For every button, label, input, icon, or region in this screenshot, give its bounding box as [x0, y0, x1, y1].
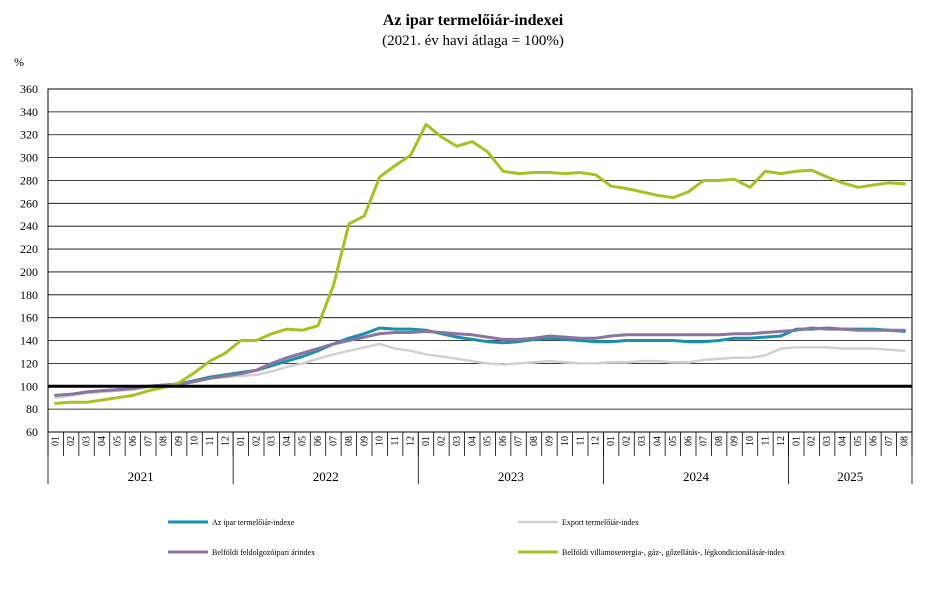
- series-line-2: [54, 342, 906, 399]
- legend-label-3: Belföldi feldolgozóipari árindex: [212, 548, 315, 557]
- x-tick-label: 12: [406, 436, 417, 446]
- y-tick-label: 260: [20, 196, 38, 210]
- y-axis-unit-label: %: [14, 55, 24, 69]
- x-tick-label: 06: [313, 436, 324, 446]
- x-tick-label: 01: [51, 436, 62, 446]
- y-tick-label: 340: [20, 105, 38, 119]
- y-tick-label: 120: [20, 356, 38, 370]
- x-tick-label: 02: [436, 436, 447, 446]
- x-tick-label: 05: [298, 436, 309, 446]
- year-label: 2025: [837, 469, 863, 484]
- y-tick-label: 200: [20, 265, 38, 279]
- x-tick-label: 08: [899, 436, 910, 446]
- y-tick-label: 60: [26, 425, 38, 439]
- x-tick-label: 12: [591, 436, 602, 446]
- grid-lines: [48, 88, 912, 433]
- year-label: 2023: [498, 469, 524, 484]
- x-tick-label: 01: [791, 436, 802, 446]
- x-tick-label: 05: [853, 436, 864, 446]
- x-tick-label: 10: [190, 436, 201, 446]
- year-label: 2024: [683, 469, 710, 484]
- y-tick-label: 320: [20, 128, 38, 142]
- x-tick-label: 03: [82, 436, 93, 446]
- x-tick-label: 10: [560, 436, 571, 446]
- x-tick-label: 07: [328, 436, 339, 446]
- x-tick-label: 03: [822, 436, 833, 446]
- x-tick-label: 11: [390, 436, 401, 446]
- x-tick-label: 07: [884, 436, 895, 446]
- x-tick-label: 08: [159, 436, 170, 446]
- x-tick-label: 06: [868, 436, 879, 446]
- x-tick-label: 11: [205, 436, 216, 446]
- x-tick-label: 08: [344, 436, 355, 446]
- y-tick-label: 160: [20, 311, 38, 325]
- x-tick-label: 06: [128, 436, 139, 446]
- x-tick-label: 05: [112, 436, 123, 446]
- x-tick-label: 12: [776, 436, 787, 446]
- y-tick-label: 180: [20, 288, 38, 302]
- year-label: 2021: [128, 469, 154, 484]
- x-tick-label: 06: [498, 436, 509, 446]
- x-tick-label: 01: [236, 436, 247, 446]
- x-tick-label: 07: [699, 436, 710, 446]
- x-tick-label: 09: [730, 436, 741, 446]
- legend-label-4: Belföldi villamosenergia-, gáz-, gőzellá…: [562, 548, 785, 557]
- y-tick-label: 80: [26, 402, 38, 416]
- x-tick-label: 08: [529, 436, 540, 446]
- x-tick-label: 07: [143, 436, 154, 446]
- chart-title: Az ipar termelőiár-indexei: [382, 12, 564, 29]
- x-tick-label: 07: [514, 436, 525, 446]
- x-tick-label: 10: [375, 436, 386, 446]
- x-tick-label: 04: [652, 436, 663, 446]
- legend-label-1: Az ipar termelőiár-indexe: [212, 518, 295, 527]
- x-tick-label: 02: [66, 436, 77, 446]
- x-tick-label: 02: [807, 436, 818, 446]
- x-tick-label: 04: [97, 436, 108, 446]
- x-tick-label: 06: [683, 436, 694, 446]
- x-tick-label: 03: [267, 436, 278, 446]
- year-label: 2022: [313, 469, 339, 484]
- x-tick-label: 04: [282, 436, 293, 446]
- x-tick-label: 04: [467, 436, 478, 446]
- x-tick-label: 09: [174, 436, 185, 446]
- x-tick-label: 05: [483, 436, 494, 446]
- y-tick-label: 300: [20, 151, 38, 165]
- y-tick-label: 100: [20, 379, 38, 393]
- x-tick-label: 11: [760, 436, 771, 446]
- x-tick-label: 10: [745, 436, 756, 446]
- series-lines: [48, 122, 912, 405]
- x-tick-label: 05: [668, 436, 679, 446]
- x-tick-label: 09: [544, 436, 555, 446]
- x-tick-label: 12: [220, 436, 231, 446]
- series-line-4: [54, 122, 906, 405]
- x-tick-label: 02: [251, 436, 262, 446]
- x-tick-label: 11: [575, 436, 586, 446]
- legend-label-2: Export termelőiár-index: [562, 518, 639, 527]
- x-tick-label: 04: [838, 436, 849, 446]
- x-axis-ticks: 01 02 03 04 05 06 07 08 09 10 11 12 01 02 03 04 05 06 07 08…: [47, 432, 913, 484]
- x-tick-label: 03: [637, 436, 648, 446]
- x-tick-label: 02: [622, 436, 633, 446]
- y-tick-label: 280: [20, 173, 38, 187]
- y-axis-ticks: 60 80 100 120 140 160 180 200 220 240 260 280 300 320…: [20, 82, 38, 439]
- legend: Az ipar termelőiár-indexe Export termelői…: [168, 518, 785, 557]
- y-tick-label: 360: [20, 82, 38, 96]
- y-tick-label: 240: [20, 219, 38, 233]
- x-tick-label: 09: [359, 436, 370, 446]
- x-tick-label: 03: [452, 436, 463, 446]
- chart-subtitle: (2021. év havi átlaga = 100%): [382, 33, 564, 49]
- x-tick-label: 01: [606, 436, 617, 446]
- y-tick-label: 140: [20, 334, 38, 348]
- y-tick-label: 220: [20, 242, 38, 256]
- x-tick-label: 01: [421, 436, 432, 446]
- series-line-3: [54, 326, 906, 397]
- x-tick-label: 08: [714, 436, 725, 446]
- plot-frame: [47, 88, 913, 433]
